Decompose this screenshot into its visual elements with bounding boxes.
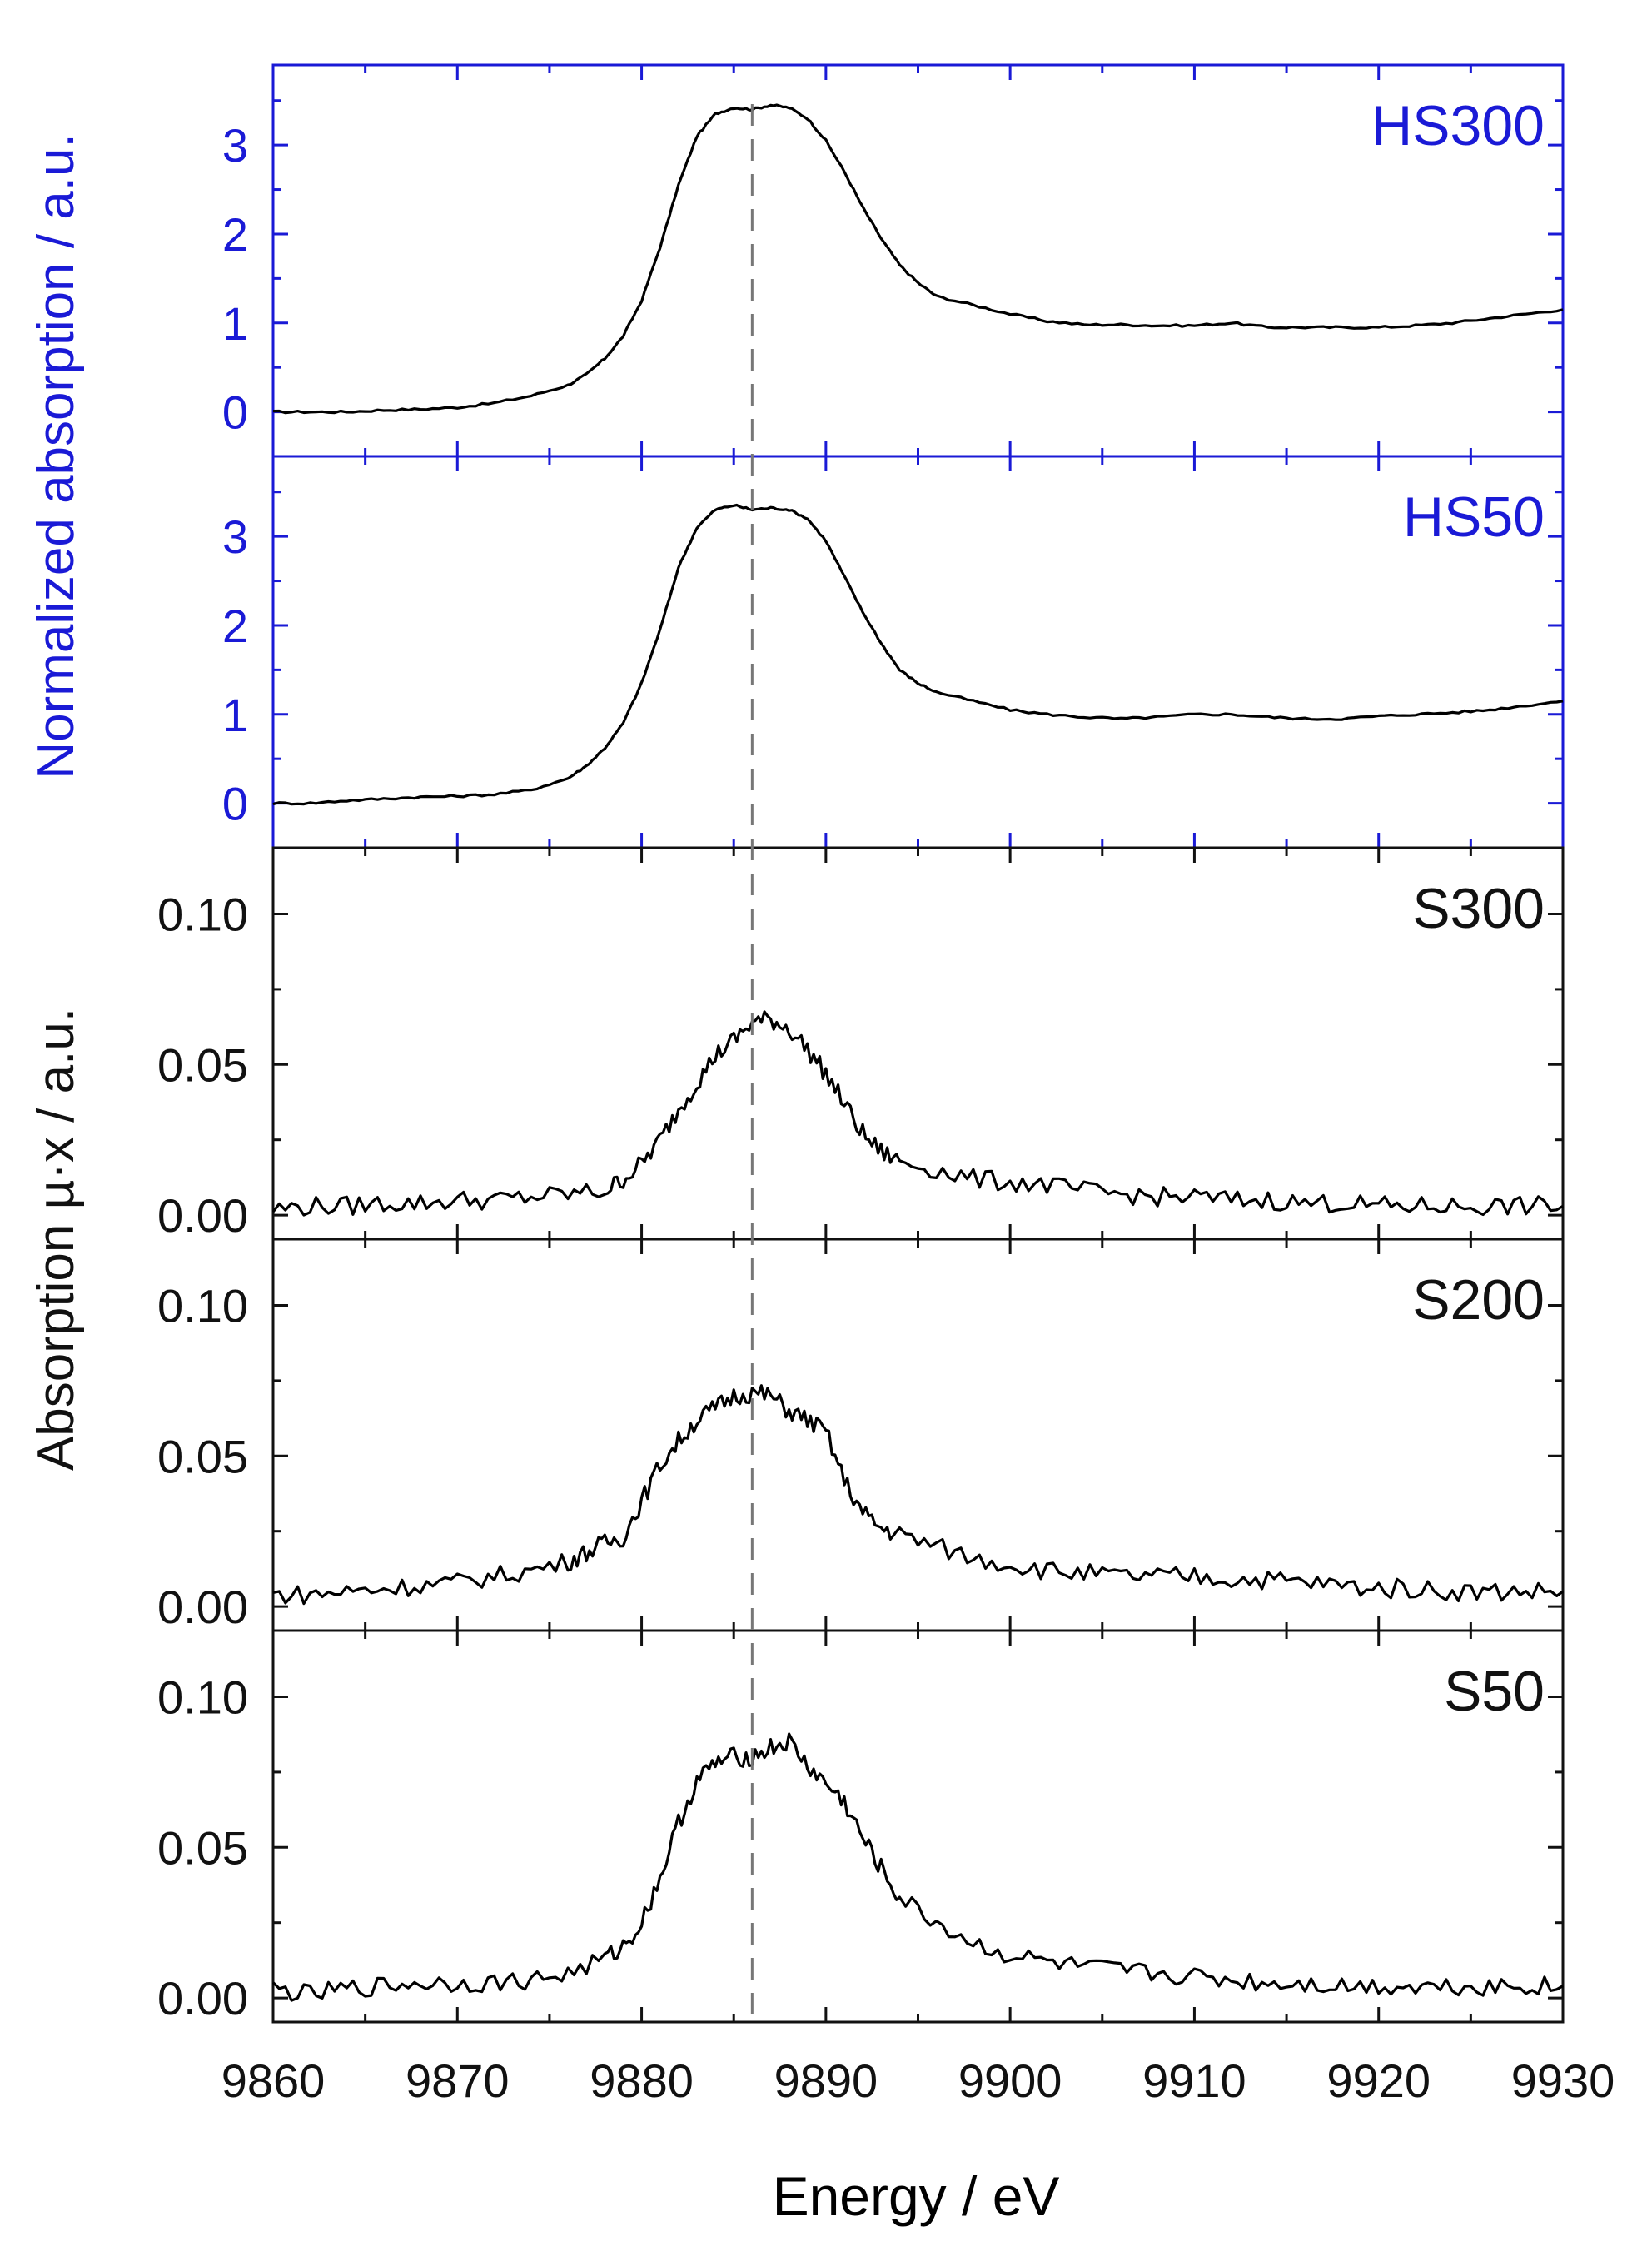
panel-title: HS300	[1371, 94, 1545, 157]
panel-s200: 0.00 0.05 0.10 S200	[157, 1238, 1565, 1633]
y-tick-label: 2	[222, 600, 248, 652]
x-tick-label: 9900	[958, 2054, 1062, 2107]
panel-title: S200	[1412, 1268, 1545, 1332]
panel-frame	[271, 63, 1565, 458]
y-tick-label: 0.05	[157, 1821, 248, 1874]
y-tick-label: 3	[222, 510, 248, 563]
y-tick-label: 0.00	[157, 1581, 248, 1633]
x-axis-label: Energy / eV	[773, 2165, 1060, 2227]
y-tick-label: 3	[222, 119, 248, 172]
x-tick-label: 9890	[774, 2054, 878, 2107]
series-line-s300	[271, 1010, 1564, 1217]
panel-frame	[271, 846, 1565, 1241]
y-tick-label: 1	[222, 297, 248, 350]
x-tick-label: 9910	[1142, 2054, 1246, 2107]
series-line-hs50	[272, 503, 1564, 806]
panel-hs50: 0 1 2 3 HS50	[222, 455, 1565, 849]
series-line-s200	[272, 1384, 1564, 1606]
x-axis-tick-labels: 9860 9870 9880 9890 9900 9910 9920 9930	[221, 2054, 1615, 2107]
panel-title: HS50	[1403, 486, 1545, 549]
panel-frame	[271, 455, 1565, 849]
panel-hs300: 0 1 2 3 HS300	[222, 63, 1565, 458]
y-tick-label: 0.00	[157, 1972, 248, 2024]
panel-frame	[271, 1238, 1565, 1632]
y-axis-label-absorption: Absorption µ·x / a.u.	[27, 1008, 85, 1471]
y-axis-label-normalized: Normalized absorption / a.u.	[27, 133, 85, 779]
panel-s300: 0.00 0.05 0.10 S300	[157, 846, 1565, 1242]
x-tick-label: 9880	[590, 2054, 694, 2107]
x-tick-label: 9860	[221, 2054, 326, 2107]
series-line-s50	[271, 1732, 1564, 2002]
y-tick-label: 1	[222, 689, 248, 741]
panel-frame	[271, 1629, 1565, 2024]
y-tick-label: 0.10	[157, 1280, 248, 1332]
series-line-hs300	[272, 103, 1564, 415]
panel-title: S300	[1412, 877, 1545, 940]
y-tick-label: 0.10	[157, 1671, 248, 1724]
panel-s50: 0.00 0.05 0.10 S50	[157, 1629, 1565, 2024]
panel-title: S50	[1444, 1660, 1545, 1723]
y-tick-label: 0.10	[157, 889, 248, 941]
y-tick-label: 0	[222, 778, 248, 830]
y-tick-label: 2	[222, 208, 248, 261]
x-tick-label: 9870	[406, 2054, 510, 2107]
y-tick-label: 0.00	[157, 1189, 248, 1242]
y-tick-label: 0.05	[157, 1038, 248, 1091]
y-tick-label: 0.05	[157, 1430, 248, 1482]
y-tick-label: 0	[222, 386, 248, 439]
x-tick-label: 9930	[1511, 2054, 1615, 2107]
x-tick-label: 9920	[1326, 2054, 1431, 2107]
